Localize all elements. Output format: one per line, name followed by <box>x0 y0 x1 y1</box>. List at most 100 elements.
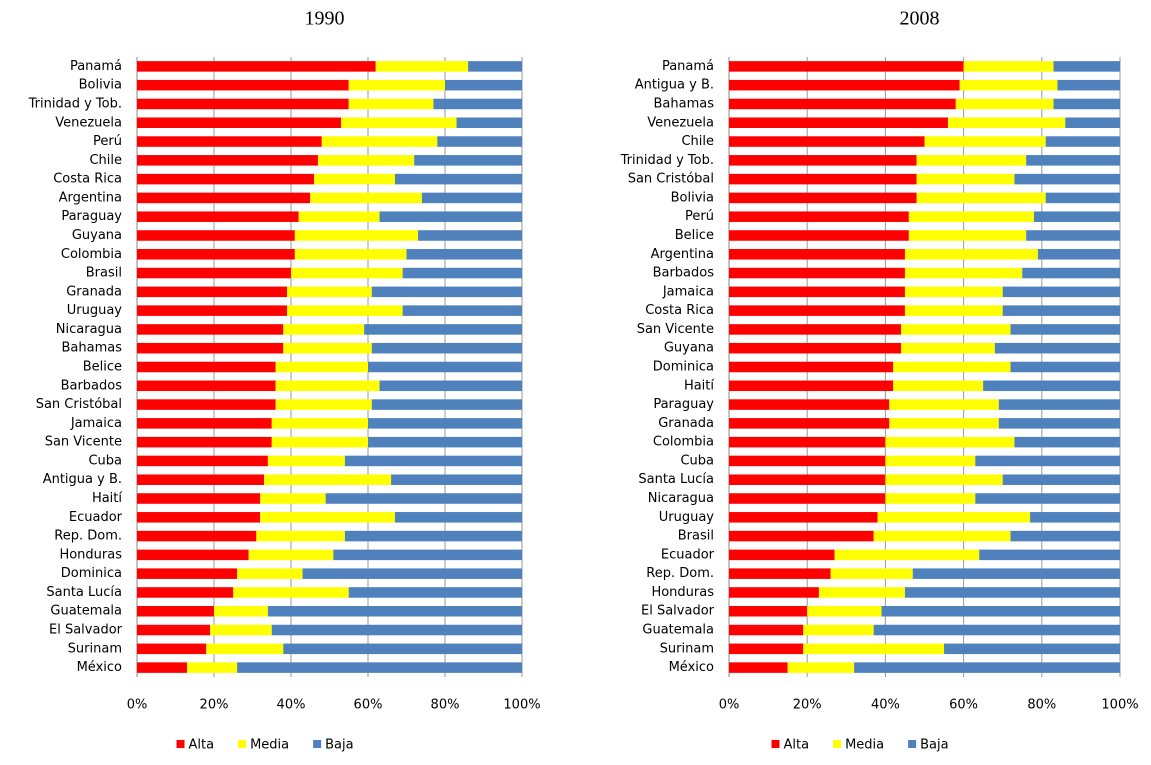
bar-segment <box>137 530 257 542</box>
bar-segment <box>271 624 522 636</box>
bar-segment <box>904 305 1003 316</box>
y-tick-label: Barbados <box>61 378 123 393</box>
bar-segment <box>379 380 522 392</box>
bar-segment <box>818 587 905 598</box>
legend-label: Media <box>845 738 884 753</box>
bar-segment <box>807 605 882 617</box>
bar-segment <box>729 568 831 579</box>
bar-segment <box>729 643 804 655</box>
bar-segment <box>729 79 960 91</box>
bar-segment <box>260 512 395 523</box>
bar-segment <box>889 399 999 410</box>
y-tick-label: Chile <box>89 153 122 168</box>
bar-segment <box>904 286 1003 298</box>
y-tick-label: Santa Lucía <box>638 472 714 487</box>
bar-segment <box>1002 305 1120 316</box>
bar-segment <box>979 549 1120 561</box>
bar-segment <box>137 643 207 655</box>
bar-segment <box>1030 512 1120 523</box>
bar-segment <box>137 568 238 579</box>
bar-segment <box>210 624 272 636</box>
bar-segment <box>287 286 372 298</box>
bar-segment <box>406 249 522 260</box>
bar-segment <box>1026 230 1120 241</box>
y-tick-label: Ecuador <box>661 547 715 562</box>
bar-segment <box>924 136 1046 147</box>
chart-title: 1990 <box>305 8 345 30</box>
x-tick-label: 60% <box>949 698 978 713</box>
y-tick-label: Jamaica <box>662 284 714 299</box>
bar-segment <box>729 324 902 335</box>
bar-segment <box>391 474 522 485</box>
bar-segment <box>916 192 1046 204</box>
y-tick-label: Antigua y B. <box>635 78 714 93</box>
bar-segment <box>368 361 522 373</box>
bar-segment <box>893 380 984 392</box>
y-tick-label: Honduras <box>59 547 122 562</box>
legend-swatch <box>908 740 917 748</box>
bar-segment <box>137 455 268 467</box>
y-tick-label: Dominica <box>653 360 714 375</box>
y-tick-label: Argentina <box>651 247 714 262</box>
y-tick-label: Bahamas <box>654 96 715 111</box>
bar-segment <box>729 136 925 147</box>
bar-segment <box>137 361 276 373</box>
bar-segment <box>445 79 522 91</box>
bar-segment <box>267 455 345 467</box>
y-tick-label: Guyana <box>664 341 714 356</box>
bar-segment <box>214 605 268 617</box>
y-tick-label: Argentina <box>59 190 122 205</box>
bar-segment <box>729 605 808 617</box>
bar-segment <box>137 192 311 204</box>
bar-segment <box>341 117 457 129</box>
bar-segment <box>885 455 976 467</box>
bar-segment <box>283 324 365 335</box>
y-tick-label: Panamá <box>662 59 714 74</box>
y-tick-label: Dominica <box>61 566 122 581</box>
bar-segment <box>137 436 272 448</box>
bar-segment <box>963 61 1054 72</box>
bar-segment <box>803 624 874 636</box>
y-tick-label: Paraguay <box>653 397 714 412</box>
bar-segment <box>1010 324 1120 335</box>
bar-segment <box>729 493 886 504</box>
bar-segment <box>947 117 1066 129</box>
chart-title: 2008 <box>900 8 940 30</box>
bar-segment <box>1014 436 1120 448</box>
bar-segment <box>137 267 291 279</box>
bar-segment <box>729 98 956 110</box>
y-tick-label: Bolivia <box>79 78 122 93</box>
bar-segment <box>1053 98 1120 110</box>
bar-segment <box>271 418 368 429</box>
bar-segment <box>729 361 894 373</box>
bar-segment <box>368 418 522 429</box>
y-tick-label: Colombia <box>653 435 714 450</box>
bar-segment <box>298 211 380 222</box>
x-tick-label: 20% <box>793 698 822 713</box>
y-tick-label: Bolivia <box>671 190 714 205</box>
bar-segment <box>729 192 917 204</box>
bar-segment <box>260 493 326 504</box>
bar-segment <box>901 324 1011 335</box>
bar-segment <box>418 230 522 241</box>
bar-segment <box>275 361 368 373</box>
bar-segment <box>904 249 1038 260</box>
y-tick-label: Barbados <box>653 266 715 281</box>
legend-label: Baja <box>325 738 353 753</box>
y-tick-label: Costa Rica <box>53 172 122 187</box>
x-tick-label: 80% <box>1027 698 1056 713</box>
y-tick-label: Granada <box>658 416 714 431</box>
x-tick-label: 100% <box>1101 698 1138 713</box>
bar-segment <box>889 418 999 429</box>
bar-segment <box>137 211 299 222</box>
y-tick-label: Guatemala <box>50 604 122 619</box>
bar-segment <box>394 512 522 523</box>
x-tick-label: 0% <box>127 698 148 713</box>
y-tick-label: Perú <box>93 134 122 149</box>
y-tick-label: Venezuela <box>647 115 714 130</box>
bar-segment <box>187 662 238 673</box>
legend-swatch <box>176 740 185 748</box>
bar-segment <box>137 399 276 410</box>
bar-segment <box>283 643 522 655</box>
bar-segment <box>1057 79 1120 91</box>
